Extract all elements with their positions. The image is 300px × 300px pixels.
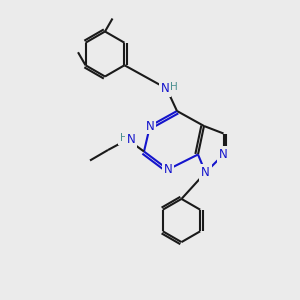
Text: H: H: [170, 82, 178, 92]
Text: N: N: [160, 82, 169, 95]
Text: N: N: [201, 166, 210, 179]
Text: N: N: [127, 133, 136, 146]
Text: H: H: [120, 133, 128, 143]
Text: N: N: [146, 119, 154, 133]
Text: N: N: [219, 148, 228, 161]
Text: N: N: [164, 163, 172, 176]
